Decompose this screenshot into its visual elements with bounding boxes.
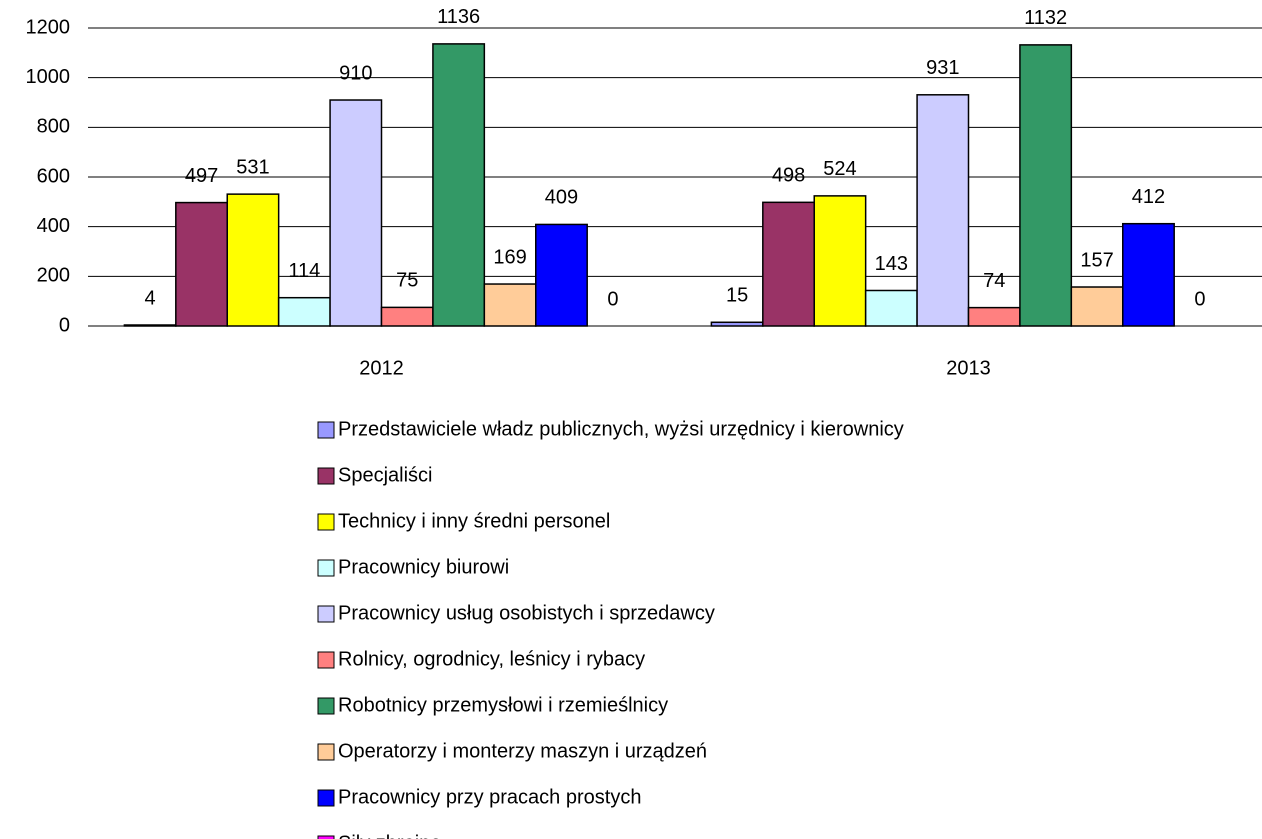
data-label: 1132 <box>1024 7 1067 29</box>
data-label: 497 <box>185 165 218 187</box>
legend-swatch <box>317 605 335 623</box>
data-label: 409 <box>545 187 578 209</box>
legend-label: Operatorzy i monterzy maszyn i urządzeń <box>338 740 707 762</box>
bar <box>1070 286 1124 327</box>
y-tick-label: 800 <box>37 116 70 138</box>
data-label: 910 <box>339 62 372 84</box>
data-label: 0 <box>607 288 618 310</box>
data-label: 74 <box>983 270 1005 292</box>
bar <box>1122 222 1175 327</box>
legend-label: Pracownicy biurowi <box>338 556 509 578</box>
legend-label: Pracownicy przy pracach prostych <box>338 786 641 808</box>
data-label: 75 <box>396 270 418 292</box>
legend-swatch <box>317 835 335 839</box>
bar <box>864 289 918 327</box>
legend-label: Pracownicy usług osobistych i sprzedawcy <box>338 602 715 624</box>
bar <box>535 223 588 327</box>
data-label: 15 <box>726 285 748 307</box>
data-label: 524 <box>823 158 856 180</box>
legend-swatch <box>317 513 335 531</box>
data-label: 531 <box>236 156 269 178</box>
legend-label: Technicy i inny średni personel <box>338 510 610 532</box>
data-label: 4 <box>145 287 156 309</box>
legend-label: Przedstawiciele władz publicznych, wyżsi… <box>338 418 904 440</box>
y-tick-label: 600 <box>37 165 70 187</box>
y-tick-label: 0 <box>59 314 70 336</box>
data-label: 498 <box>772 165 805 187</box>
bar <box>813 195 867 327</box>
legend-swatch <box>317 743 335 761</box>
y-tick-label: 1200 <box>26 16 71 38</box>
data-label: 114 <box>288 260 320 282</box>
legend-label: Rolnicy, ogrodnicy, leśnicy i rybacy <box>338 648 645 670</box>
bar <box>1019 44 1073 327</box>
bar <box>710 321 764 327</box>
data-label: 412 <box>1132 186 1165 208</box>
data-label: 1136 <box>437 6 480 28</box>
bar <box>175 201 228 327</box>
bar <box>329 99 383 327</box>
y-tick-label: 1000 <box>26 66 71 88</box>
data-label: 0 <box>1194 288 1205 310</box>
legend-label: Siły zbrojne <box>338 832 441 839</box>
bar <box>277 296 331 327</box>
legend-swatch <box>317 651 335 669</box>
legend-swatch <box>317 467 335 485</box>
legend-swatch <box>317 789 335 807</box>
x-tick-label: 2012 <box>359 357 404 379</box>
data-label: 143 <box>875 253 908 275</box>
bar <box>916 94 970 327</box>
bar <box>432 43 486 327</box>
legend-swatch <box>317 559 335 577</box>
bar <box>483 283 537 327</box>
legend-label: Specjaliści <box>338 464 432 486</box>
legend-swatch <box>317 421 335 439</box>
legend-label: Robotnicy przemysłowi i rzemieślnicy <box>338 694 668 716</box>
legend-swatch <box>317 697 335 715</box>
data-label: 931 <box>926 57 959 79</box>
bar <box>762 201 815 327</box>
y-tick-label: 200 <box>37 265 70 287</box>
bar <box>967 306 1021 327</box>
bar <box>226 193 280 327</box>
bar <box>380 306 434 327</box>
x-tick-label: 2013 <box>946 357 991 379</box>
data-label: 169 <box>493 246 526 268</box>
data-label: 157 <box>1080 249 1113 271</box>
y-tick-label: 400 <box>37 215 70 237</box>
